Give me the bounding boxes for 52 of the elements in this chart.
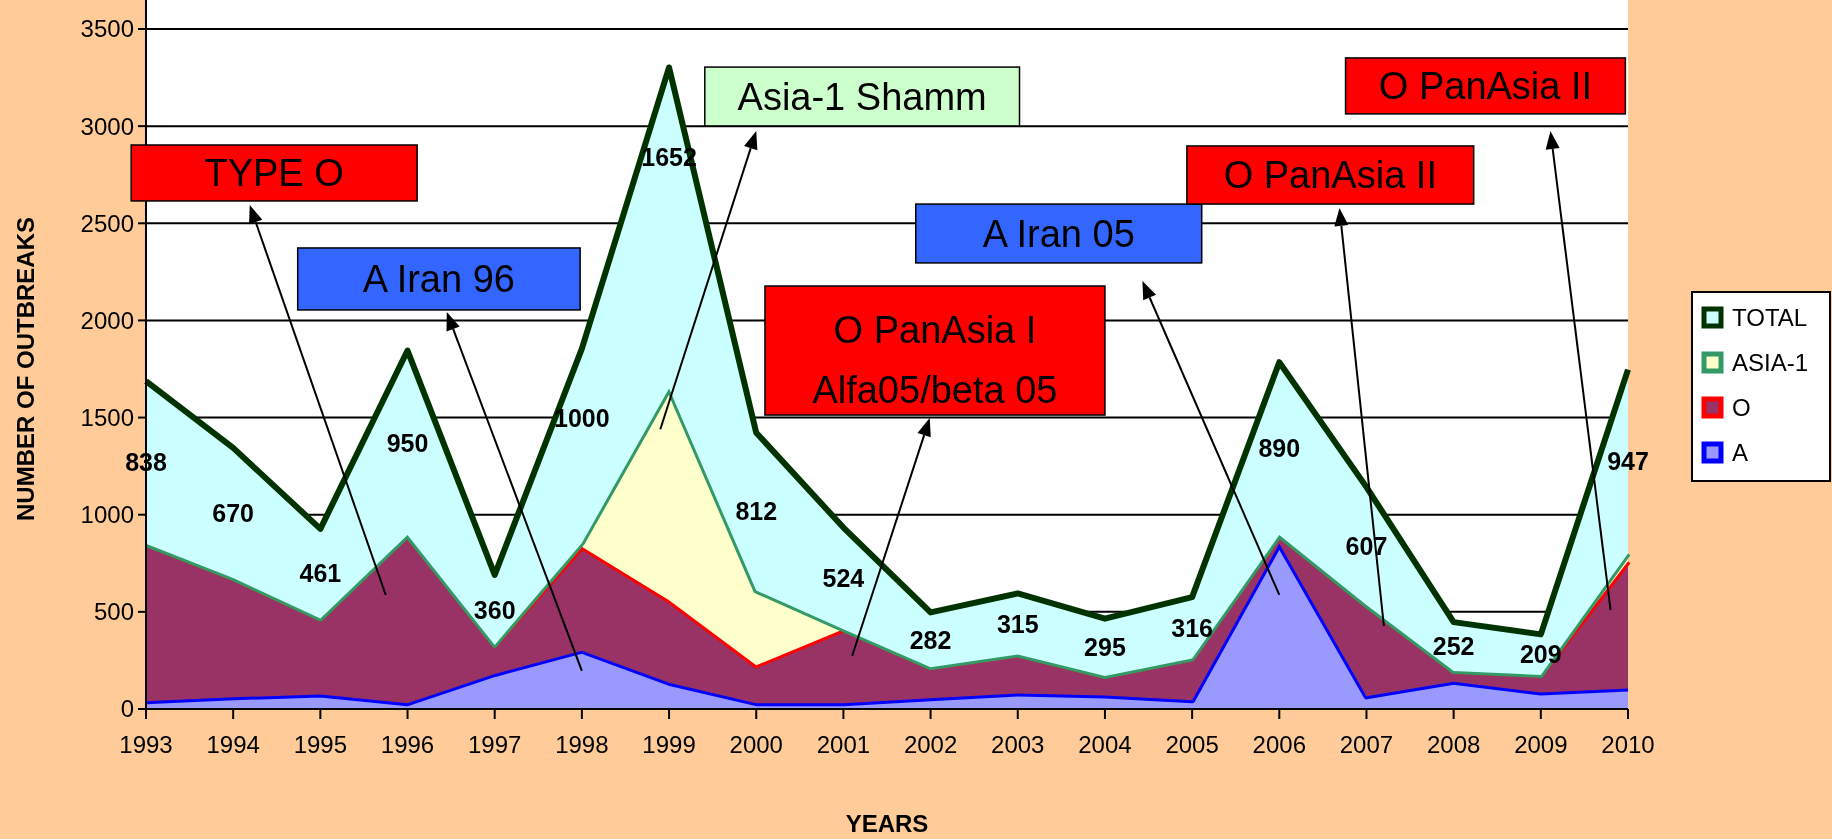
y-tick-label: 1000 [80,501,134,529]
x-tick-label: 2003 [991,731,1045,758]
x-tick-label: 1998 [555,731,609,758]
x-tick-label: 2005 [1165,731,1219,758]
y-tick-label: 1500 [80,403,134,431]
data-label: 947 [1607,447,1649,476]
data-label: 461 [299,559,342,588]
data-label: 315 [996,609,1039,638]
x-tick-label: 1996 [380,731,435,758]
x-axis-title: YEARS [845,810,929,837]
x-tick-label: 2004 [1078,731,1132,758]
x-tick-label: 2009 [1514,731,1568,758]
data-label: 295 [1084,633,1126,662]
x-tick-label: 1997 [468,731,522,758]
annotation: TYPE O [204,152,344,195]
data-label: 890 [1258,434,1301,463]
x-tick-label: 2006 [1252,731,1306,758]
x-tick-label: 1994 [206,731,260,758]
annotation: O PanAsia II [1223,154,1437,197]
annotation: A Iran 05 [982,212,1135,255]
legend-label: ASIA-1 [1732,349,1809,377]
annotation: Asia-1 Shamm [737,75,987,118]
y-tick-label: 3500 [80,15,134,43]
legend-label: A [1732,439,1749,467]
x-tick-label: 1993 [119,731,173,758]
y-tick-label: 500 [93,598,134,626]
legend-label: TOTAL [1732,304,1808,332]
annotation: O PanAsia I Alfa05/beta 05 [812,308,1058,411]
data-label: 950 [386,428,429,457]
x-tick-label: 2002 [903,731,958,758]
legend-label: O [1732,394,1751,422]
y-tick-label: 2000 [80,306,134,334]
x-tick-label: 1995 [293,731,348,758]
y-tick-label: 0 [120,695,134,723]
y-axis-title: NUMBER OF OUTBREAKS [12,217,39,521]
data-label: 360 [473,595,516,624]
y-tick-label: 3000 [80,112,134,140]
x-tick-label: 1999 [642,731,696,758]
data-label: 670 [212,498,255,527]
data-label: 524 [822,564,865,593]
data-label: 316 [1171,613,1213,642]
x-tick-label: 2010 [1601,731,1655,758]
data-label: 812 [735,497,778,526]
data-label: 252 [1432,632,1475,661]
x-tick-label: 2001 [816,731,871,758]
x-tick-label: 2007 [1339,731,1394,758]
y-tick-label: 2500 [80,209,134,237]
annotation: A Iran 96 [362,258,515,301]
x-tick-label: 2008 [1426,731,1481,758]
x-tick-label: 2000 [729,731,783,758]
annotation: O PanAsia II [1378,65,1593,108]
data-label: 282 [909,625,952,654]
